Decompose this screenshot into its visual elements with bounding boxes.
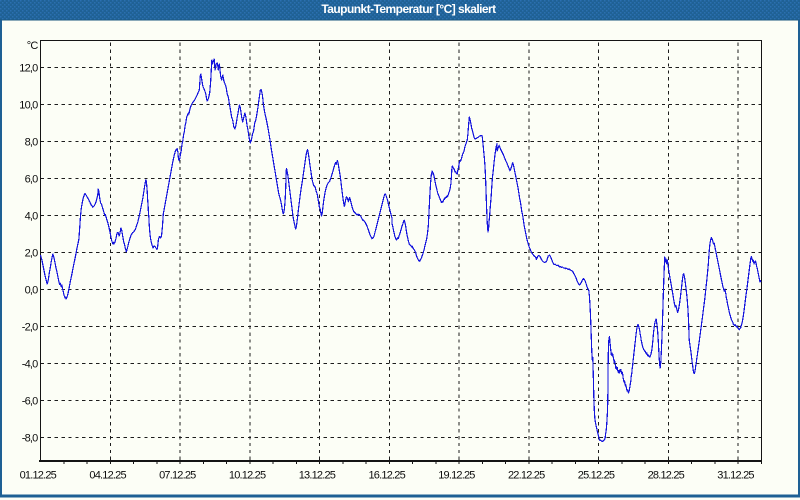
svg-text:4,0: 4,0 bbox=[25, 210, 39, 222]
svg-text:-6,0: -6,0 bbox=[22, 395, 38, 407]
svg-text:19.12.25: 19.12.25 bbox=[438, 469, 475, 481]
svg-text:12,0: 12,0 bbox=[19, 62, 38, 74]
svg-text:8,0: 8,0 bbox=[25, 136, 39, 148]
svg-text:25.12.25: 25.12.25 bbox=[578, 469, 615, 481]
svg-text:10,0: 10,0 bbox=[19, 99, 38, 111]
svg-text:31.12.25: 31.12.25 bbox=[717, 469, 754, 481]
svg-text:10.12.25: 10.12.25 bbox=[229, 469, 266, 481]
svg-text:-4,0: -4,0 bbox=[22, 358, 38, 370]
svg-text:°C: °C bbox=[27, 40, 39, 52]
svg-text:0,0: 0,0 bbox=[25, 284, 39, 296]
svg-text:16.12.25: 16.12.25 bbox=[368, 469, 405, 481]
svg-text:2,0: 2,0 bbox=[25, 247, 39, 259]
svg-text:-2,0: -2,0 bbox=[22, 321, 38, 333]
svg-text:Taupunkt-Temperatur [°C] skali: Taupunkt-Temperatur [°C] skaliert bbox=[321, 2, 496, 16]
svg-text:01.12.25: 01.12.25 bbox=[20, 469, 57, 481]
svg-text:22.12.25: 22.12.25 bbox=[508, 469, 545, 481]
svg-text:04.12.25: 04.12.25 bbox=[89, 469, 126, 481]
svg-text:13.12.25: 13.12.25 bbox=[299, 469, 336, 481]
svg-text:6,0: 6,0 bbox=[25, 173, 39, 185]
svg-text:28.12.25: 28.12.25 bbox=[648, 469, 685, 481]
svg-text:-8,0: -8,0 bbox=[22, 432, 38, 444]
svg-text:07.12.25: 07.12.25 bbox=[159, 469, 196, 481]
